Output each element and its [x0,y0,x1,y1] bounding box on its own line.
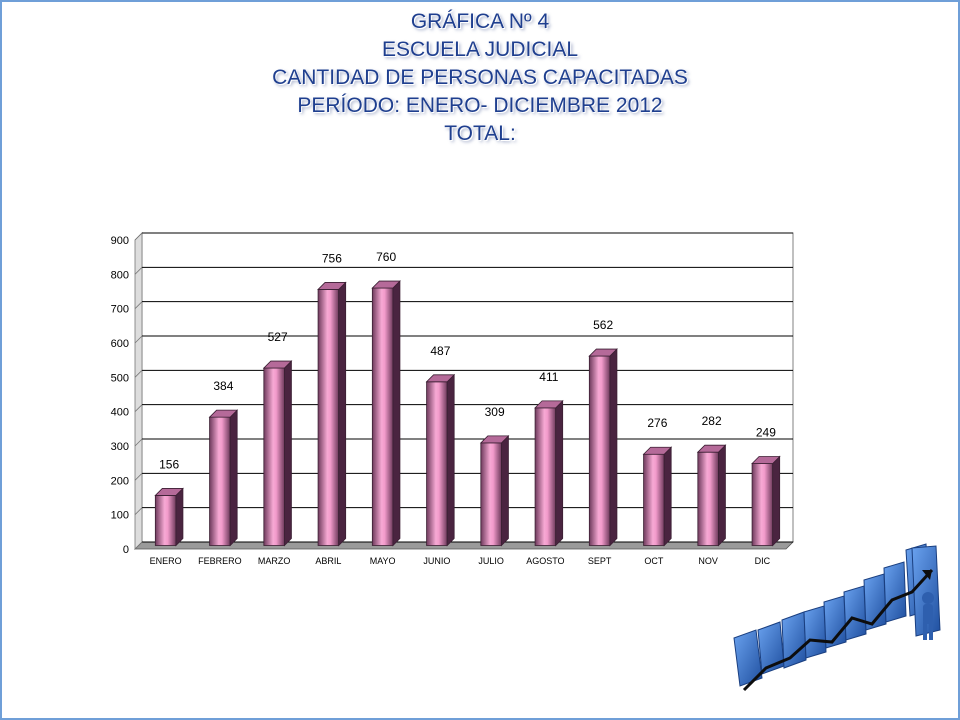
bar-side [175,487,184,547]
bar-top [479,435,510,444]
data-label: 756 [322,251,342,265]
bar-side [392,280,401,547]
data-label: 156 [159,457,179,471]
x-tick-label: DIC [755,556,771,566]
bar-top [154,488,184,496]
bar-top [588,348,618,357]
bar-top [317,282,347,290]
data-label: 282 [702,414,722,428]
y-tick-label: 400 [111,407,129,419]
data-label: 527 [268,330,288,344]
data-label: 487 [430,344,450,358]
gridline-side [134,267,143,275]
bar-side [663,446,672,547]
x-tick-label: MARZO [258,556,291,566]
title-line-1: GRÁFICA Nº 4 [410,10,550,33]
bar [317,289,340,546]
bar-top [371,280,401,289]
bar [154,495,177,546]
bar-side [284,360,292,547]
title-line-3: CANTIDAD DE PERSONAS CAPACITADAS [272,66,688,89]
gridline-side [134,404,143,412]
chart-title: GRÁFICA Nº 4 ESCUELA JUDICIAL CANTIDAD D… [0,8,960,148]
y-tick-label: 200 [111,475,129,487]
bar-top [696,444,727,453]
x-tick-label: JUNIO [423,556,450,566]
chart-floor [134,541,794,550]
data-label: 562 [593,318,613,332]
title-line-5: TOTAL: [444,122,516,145]
rising-bar-chart-icon [733,543,941,692]
data-label: 411 [539,370,558,384]
bar [263,367,285,546]
y-tick-label: 500 [111,372,129,384]
gridline-side [134,438,143,447]
x-tick-label: ENERO [150,556,182,566]
bar [209,416,231,546]
x-tick-label: JULIO [478,556,504,566]
x-tick-label: FEBRERO [198,556,242,566]
bar-side [555,399,564,547]
bar [588,355,611,546]
bar [426,381,448,546]
gridline-side [134,335,143,344]
data-label: 309 [485,405,505,419]
gridline-side [134,473,143,481]
y-tick-label: 800 [111,269,129,281]
x-tick-label: MAYO [370,556,396,566]
bar-side [501,434,509,547]
gridline-side [134,541,143,550]
chart-side-wall [134,232,143,550]
bar-top [534,400,564,409]
bar-side [446,373,455,547]
bar [371,287,394,546]
y-tick-label: 700 [111,304,129,316]
bar [534,407,557,546]
title-line-2: ESCUELA JUDICIAL [381,38,579,61]
y-tick-label: 600 [111,338,129,350]
x-tick-label: SEPT [588,556,612,566]
x-tick-label: NOV [698,556,718,566]
y-tick-label: 300 [111,441,129,453]
x-tick-label: OCT [644,556,664,566]
y-tick-label: 0 [123,544,129,556]
bar-top [208,409,239,418]
bar-top [262,360,293,369]
bar-top [642,446,673,455]
bar-top [751,456,781,464]
y-tick-label: 100 [111,510,129,522]
y-tick-label: 900 [111,235,129,247]
data-label: 384 [213,379,233,393]
title-line-4: PERÍODO: ENERO- DICIEMBRE 2012 [297,94,663,117]
bar-side [229,409,238,547]
x-tick-label: AGOSTO [526,556,564,566]
x-tick-label: ABRIL [315,556,341,566]
gridline-side [134,301,143,309]
plot-area [141,232,794,543]
bar-top [425,374,456,383]
gridline-side [134,370,143,378]
bar-side [338,281,347,547]
data-label: 760 [376,250,396,264]
bar [643,453,665,546]
bar-side [609,348,618,547]
data-label: 276 [647,416,667,430]
data-label: 249 [756,426,776,440]
gridline-side [134,232,143,241]
gridline-side [134,507,143,515]
bar [480,442,502,546]
